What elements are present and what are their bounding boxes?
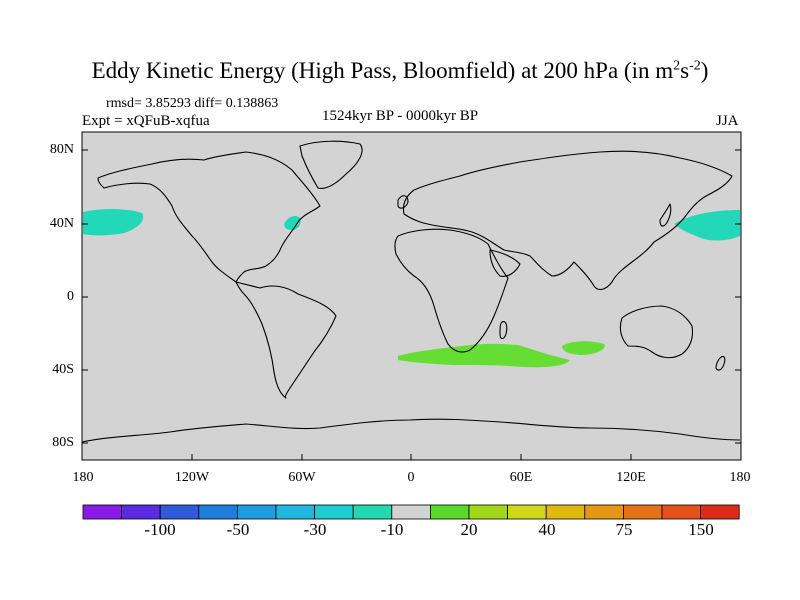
lon-label-120e: 120E — [616, 470, 646, 485]
colorbar-swatch — [661, 504, 701, 520]
chart-title: Eddy Kinetic Energy (High Pass, Bloomfie… — [91, 58, 709, 83]
period-label: 1524kyr BP - 0000kyr BP — [322, 108, 479, 124]
colorbar-swatch — [468, 504, 508, 520]
lon-label-180-west: 180 — [72, 470, 94, 485]
coast-north-america — [97, 151, 321, 283]
lon-label-0: 0 — [407, 470, 415, 485]
colorbar-swatch — [623, 504, 663, 520]
coast-greenland — [299, 140, 363, 189]
colorbar-label: -10 — [380, 520, 404, 539]
colorbar-swatch — [352, 504, 393, 520]
colorbar-swatch — [545, 504, 586, 520]
colorbar-swatch — [121, 504, 161, 520]
colorbar-label: 40 — [538, 520, 556, 539]
colorbar-label: 20 — [460, 520, 478, 539]
lat-label-80n: 80N — [49, 142, 74, 157]
anomaly-south-indian-east — [562, 341, 605, 355]
colorbar-swatch — [700, 504, 740, 520]
lat-label-80s: 80S — [52, 435, 74, 450]
coast-madagascar — [499, 321, 508, 340]
anomaly-north-pacific-west — [674, 210, 740, 241]
lat-label-40n: 40N — [49, 216, 74, 231]
colorbar-swatch — [82, 504, 122, 520]
lon-label-60e: 60E — [509, 470, 533, 485]
colorbar-swatch — [314, 504, 354, 520]
experiment-label: Expt = xQFuB-xqfua — [82, 113, 210, 129]
colorbar-label: -50 — [226, 520, 250, 539]
coast-australia — [619, 305, 694, 359]
positive-anomaly-regions — [398, 341, 605, 368]
axis-ticks — [82, 149, 741, 460]
coast-eurasia — [402, 150, 733, 291]
coast-africa — [394, 228, 509, 353]
colorbar-swatch — [236, 504, 277, 520]
colorbar-swatch — [507, 504, 547, 520]
coast-south-america — [235, 281, 337, 399]
colorbar-swatch — [429, 504, 470, 520]
colorbar-swatch — [159, 504, 200, 520]
colorbar-swatch — [584, 504, 624, 520]
anomaly-north-atlantic — [284, 216, 301, 230]
colorbar-swatch — [198, 504, 238, 520]
colorbar-label: -30 — [303, 520, 327, 539]
anomaly-north-pacific-east — [83, 209, 144, 236]
coast-japan — [659, 203, 672, 227]
coast-arabia — [489, 249, 521, 277]
coast-antarctica — [81, 418, 741, 443]
colorbar-label: 75 — [615, 520, 633, 539]
anomaly-south-atlantic-indian — [398, 343, 570, 368]
colorbar — [82, 504, 740, 520]
lon-label-60w: 60W — [288, 470, 316, 485]
season-label: JJA — [716, 113, 739, 129]
coast-uk — [397, 195, 409, 209]
colorbar-swatch — [275, 504, 315, 520]
map-frame — [81, 131, 742, 461]
lat-label-40s: 40S — [52, 362, 74, 377]
lat-label-0: 0 — [67, 289, 74, 304]
negative-anomaly-regions — [83, 209, 740, 241]
lon-label-120w: 120W — [174, 470, 210, 485]
coastlines — [81, 140, 741, 443]
lon-label-180-east: 180 — [729, 470, 751, 485]
stats-label: rmsd= 3.85293 diff= 0.138863 — [106, 96, 279, 111]
colorbar-label: 150 — [688, 520, 714, 539]
colorbar-label: -100 — [144, 520, 176, 539]
colorbar-swatch — [391, 504, 431, 520]
coast-new-zealand — [715, 355, 726, 371]
